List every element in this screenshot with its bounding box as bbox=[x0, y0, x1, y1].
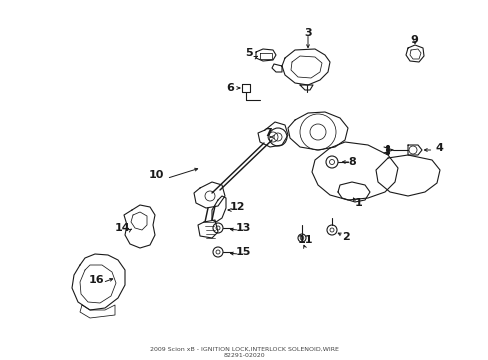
Text: 12: 12 bbox=[229, 202, 245, 212]
Text: 82291-02020: 82291-02020 bbox=[223, 353, 265, 358]
Text: 2: 2 bbox=[341, 232, 349, 242]
Text: 11: 11 bbox=[297, 235, 312, 245]
Text: 14: 14 bbox=[114, 223, 130, 233]
Circle shape bbox=[386, 148, 389, 152]
Text: 7: 7 bbox=[264, 128, 271, 138]
Text: 1: 1 bbox=[354, 198, 362, 208]
Circle shape bbox=[386, 152, 389, 154]
Text: 2009 Scion xB - IGNITION LOCK,INTERLOCK SOLENOID,WIRE: 2009 Scion xB - IGNITION LOCK,INTERLOCK … bbox=[150, 347, 338, 352]
Text: 8: 8 bbox=[347, 157, 355, 167]
Text: 16: 16 bbox=[88, 275, 104, 285]
Text: 9: 9 bbox=[409, 35, 417, 45]
Text: 6: 6 bbox=[225, 83, 234, 93]
Text: 15: 15 bbox=[236, 247, 251, 257]
Circle shape bbox=[386, 145, 389, 148]
Text: 3: 3 bbox=[304, 28, 311, 38]
Text: 5: 5 bbox=[245, 48, 252, 58]
Text: 10: 10 bbox=[148, 170, 163, 180]
Text: 13: 13 bbox=[236, 223, 251, 233]
Text: 4: 4 bbox=[434, 143, 442, 153]
